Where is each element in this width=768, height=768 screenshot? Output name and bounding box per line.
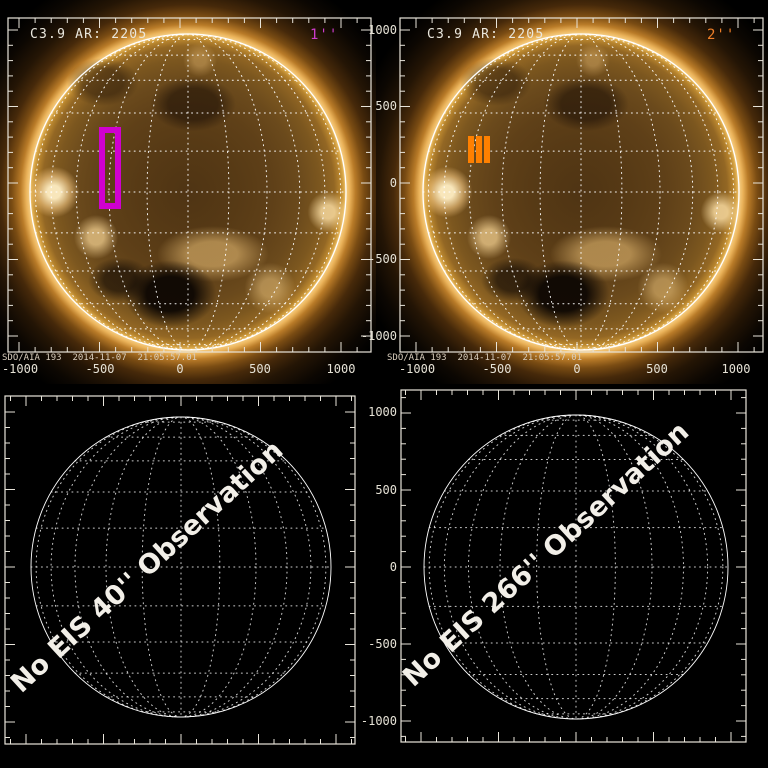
x-tick-label: -1000 — [398, 362, 436, 376]
aia-193-sun-image — [0, 0, 377, 384]
x-tick-label: 500 — [249, 362, 271, 376]
top-left-title: C3.9 AR: 2205 — [30, 27, 148, 42]
y-tick-label: 1000 — [368, 23, 397, 37]
y-tick-label: 1000 — [368, 405, 397, 419]
y-tick-label: -500 — [368, 252, 397, 266]
panel-grid-bottom-right — [400, 389, 747, 743]
top-right-slit-width-label: 2'' — [707, 27, 736, 43]
slit-bar — [484, 136, 490, 163]
x-tick-label: 0 — [176, 362, 184, 376]
aia-193-sun-image — [376, 0, 768, 384]
x-tick-label: -500 — [85, 362, 115, 376]
top-right-sun-clip — [376, 0, 768, 384]
y-tick-label: 0 — [389, 176, 397, 190]
top-right-title: C3.9 AR: 2205 — [427, 27, 545, 42]
eis-slit-fov-1arcsec — [99, 127, 121, 209]
top-left-image-caption: SDO/AIA 193 2014-11-07 21:05:57.01 — [2, 353, 198, 363]
x-tick-label: -1000 — [1, 362, 39, 376]
x-tick-label: 0 — [573, 362, 581, 376]
y-tick-label: -500 — [368, 637, 397, 651]
top-right-image-caption: SDO/AIA 193 2014-11-07 21:05:57.01 — [387, 353, 583, 363]
top-left-sun-clip — [0, 0, 377, 384]
x-tick-label: 500 — [646, 362, 668, 376]
slit-bar — [468, 136, 474, 163]
eis-slit-fov-2arcsec — [468, 136, 490, 163]
no-eis-40-observation-message: No EIS 40'' Observation — [5, 434, 290, 699]
no-eis-266-observation-message: No EIS 266'' Observation — [397, 416, 696, 693]
y-tick-label: -1000 — [360, 329, 397, 343]
x-tick-label: 1000 — [326, 362, 356, 376]
y-tick-label: -1000 — [360, 714, 397, 728]
x-tick-label: 1000 — [721, 362, 751, 376]
y-tick-label: 0 — [389, 560, 397, 574]
y-tick-label: 500 — [375, 483, 397, 497]
x-tick-label: -500 — [482, 362, 512, 376]
top-left-slit-width-label: 1'' — [310, 27, 339, 43]
y-tick-label: 500 — [375, 99, 397, 113]
panel-grid-bottom-left — [4, 395, 356, 745]
slit-bar — [476, 136, 482, 163]
